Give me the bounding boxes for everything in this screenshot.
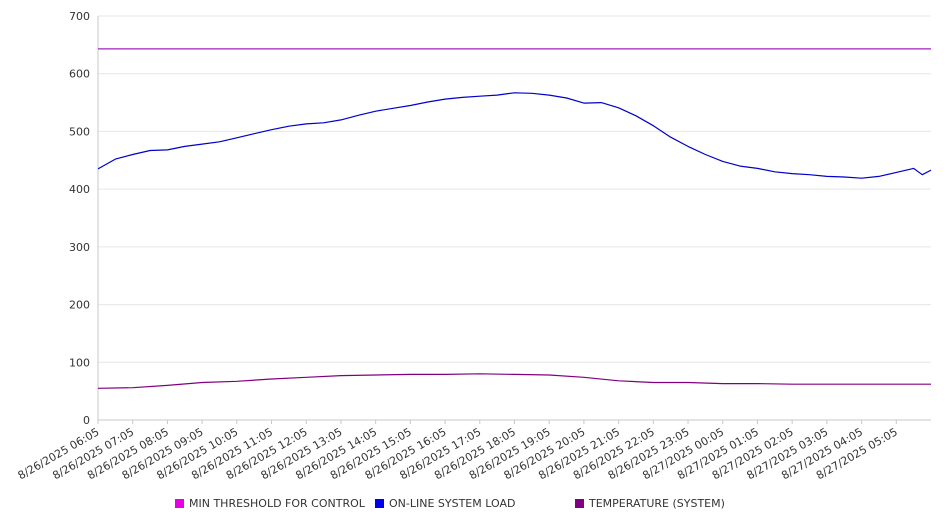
legend-swatch-system-load <box>375 499 384 508</box>
legend-label-system-load: ON-LINE SYSTEM LOAD <box>389 497 516 510</box>
legend-item-system-load[interactable]: ON-LINE SYSTEM LOAD <box>375 497 515 510</box>
y-tick-label: 100 <box>69 356 90 369</box>
y-tick-label: 300 <box>69 241 90 254</box>
legend-label-temperature: TEMPERATURE (SYSTEM) <box>589 497 725 510</box>
legend-label-min-threshold: MIN THRESHOLD FOR CONTROL <box>189 497 365 510</box>
series-lines <box>97 48 932 389</box>
chart-legend: MIN THRESHOLD FOR CONTROL ON-LINE SYSTEM… <box>0 497 946 515</box>
gridlines <box>98 15 931 363</box>
y-tick-label: 700 <box>69 10 90 23</box>
y-tick-labels: 0 100 200 300 400 500 600 700 <box>69 10 90 427</box>
y-tick-label: 200 <box>69 299 90 312</box>
legend-item-temperature[interactable]: TEMPERATURE (SYSTEM) <box>575 497 725 510</box>
legend-item-min-threshold[interactable]: MIN THRESHOLD FOR CONTROL <box>175 497 365 510</box>
y-tick-label: 500 <box>69 125 90 138</box>
line-chart: 0 100 200 300 400 500 600 700 8/26/2025 06:058/… <box>16 10 932 482</box>
legend-swatch-min-threshold <box>175 499 184 508</box>
axes <box>97 16 931 424</box>
y-tick-label: 400 <box>69 183 90 196</box>
x-tick-labels: 8/26/2025 06:058/26/2025 07:058/26/2025 … <box>16 425 900 482</box>
temperature-line <box>97 373 931 389</box>
y-tick-label: 600 <box>69 68 90 81</box>
system-load-line <box>97 92 932 179</box>
y-tick-label: 0 <box>83 414 90 427</box>
legend-swatch-temperature <box>575 499 584 508</box>
